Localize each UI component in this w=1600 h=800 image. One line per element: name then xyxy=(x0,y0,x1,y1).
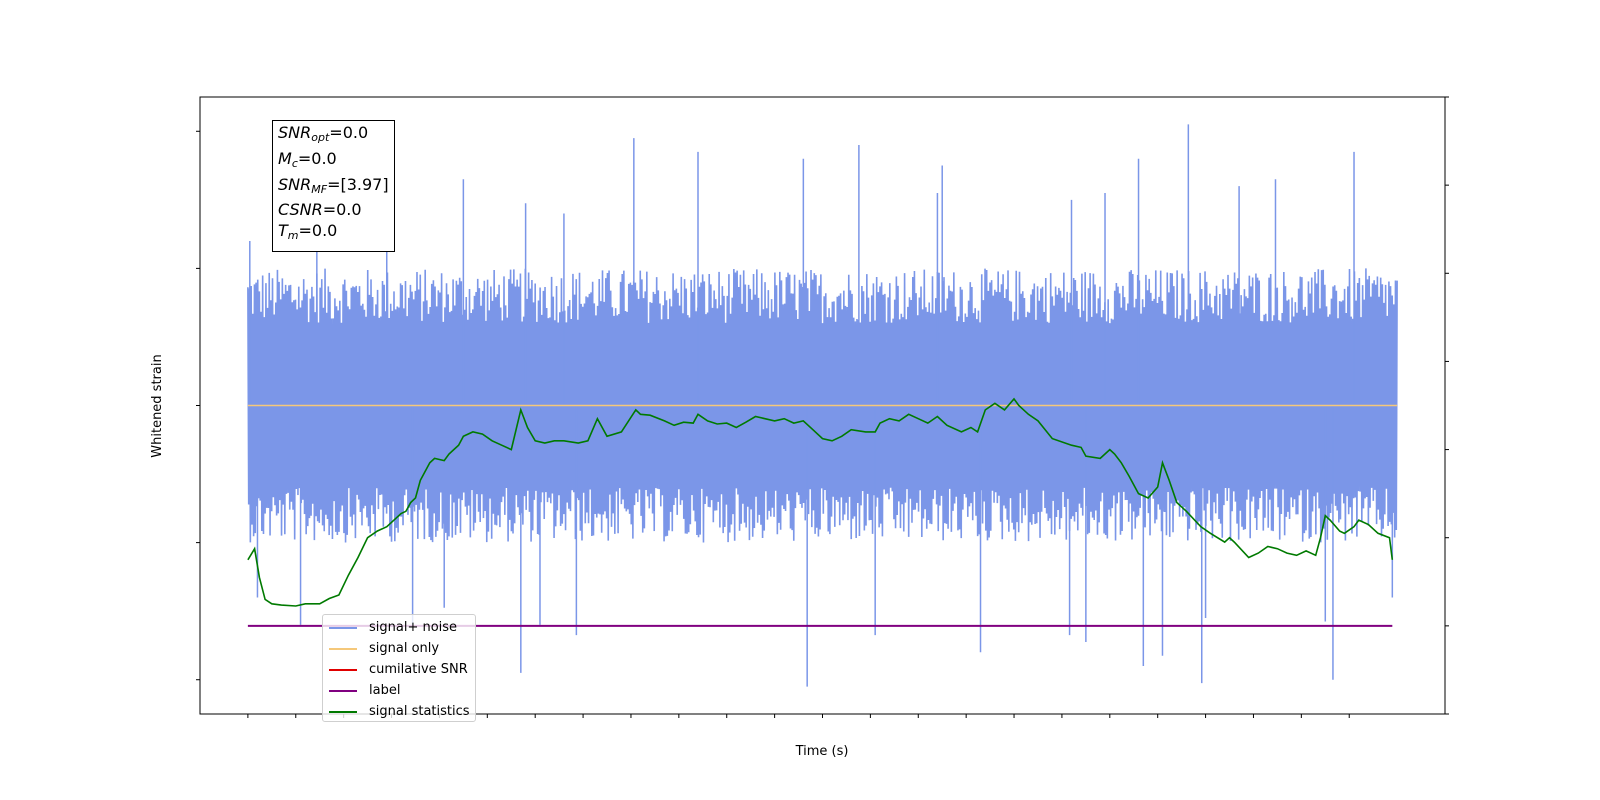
stats-symbol: SNR xyxy=(278,123,312,142)
stats-row: Mc=0.0 xyxy=(278,149,389,175)
stats-symbol: T xyxy=(278,221,288,241)
legend-label: cumilative SNR xyxy=(369,662,468,677)
y2-axis-ticks xyxy=(1445,96,1449,715)
stats-value: =[3.97] xyxy=(327,174,389,194)
stats-value: =0.0 xyxy=(322,200,362,220)
legend-swatch xyxy=(329,668,357,671)
stats-value: =0.0 xyxy=(329,123,369,142)
stats-value: =0.0 xyxy=(297,148,337,168)
legend-label: signal only xyxy=(369,641,440,656)
stats-row: SNRMF=[3.97] xyxy=(278,175,389,201)
legend-swatch xyxy=(329,710,357,713)
legend-swatch xyxy=(329,626,357,629)
stats-subscript: m xyxy=(287,229,299,243)
stats-subscript: MF xyxy=(311,182,328,196)
legend-label: signal statistics xyxy=(369,704,470,719)
stats-subscript: c xyxy=(291,156,298,170)
stats-symbol: SNR xyxy=(278,174,312,194)
legend-item: signal statistics xyxy=(329,701,475,722)
x-axis-label: Time (s) xyxy=(795,744,849,759)
noise-series xyxy=(247,124,1398,687)
y-axis-label: Whitened strain xyxy=(150,354,165,457)
signal-statistics-line xyxy=(247,397,1394,607)
legend-swatch xyxy=(329,689,357,692)
stats-row: SNRopt=0.0 xyxy=(278,123,389,149)
y-axis-ticks xyxy=(196,130,200,681)
stats-subscript: opt xyxy=(311,131,330,144)
stats-symbol: M xyxy=(278,148,292,168)
stats-symbol: CSNR xyxy=(278,200,323,220)
stats-row: Tm=0.0 xyxy=(278,221,389,247)
legend-label: signal+ noise xyxy=(369,620,458,635)
stats-row: CSNR=0.0 xyxy=(278,200,389,221)
legend-item: cumilative SNR xyxy=(329,659,475,680)
legend: signal+ noise signal only cumilative SNR la… xyxy=(322,614,476,722)
legend-item: signal only xyxy=(329,638,475,659)
legend-label: label xyxy=(369,683,401,698)
stats-value: =0.0 xyxy=(298,221,338,241)
stats-annotation-box: SNRopt=0.0 Mc=0.0 SNRMF=[3.97] CSNR=0.0 Tm=0… xyxy=(272,120,395,252)
legend-item: signal+ noise xyxy=(329,617,475,638)
legend-item: label xyxy=(329,680,475,701)
legend-swatch xyxy=(329,647,357,650)
